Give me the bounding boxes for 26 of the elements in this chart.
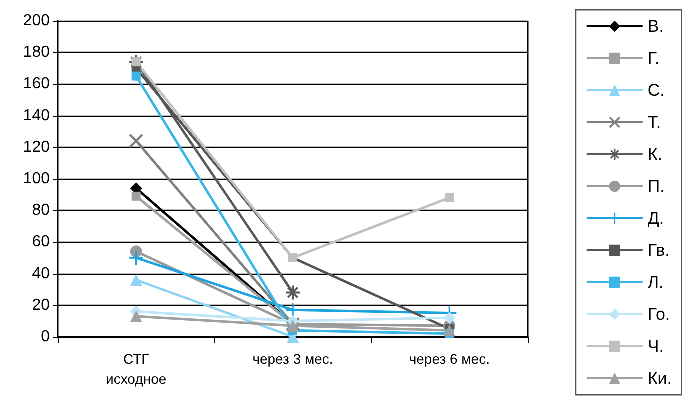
x-tick-label: через 3 мес. bbox=[252, 351, 334, 367]
y-tick-label: 60 bbox=[32, 234, 50, 251]
x-tick-label: СТГ исходное bbox=[106, 351, 167, 387]
legend-label: Т. bbox=[648, 113, 662, 132]
y-tick-label: 120 bbox=[23, 138, 50, 156]
y-tick-label: 40 bbox=[32, 265, 50, 282]
legend-label: К. bbox=[648, 145, 663, 164]
y-tick-label: 80 bbox=[32, 202, 50, 220]
legend-label: П. bbox=[648, 177, 665, 196]
y-tick-label: 160 bbox=[23, 76, 50, 93]
legend-label: Го. bbox=[648, 305, 670, 324]
legend-label: С. bbox=[648, 81, 665, 100]
y-tick-label: 0 bbox=[41, 328, 50, 346]
legend-label: Ки. bbox=[648, 369, 672, 388]
legend-label: Д. bbox=[648, 209, 664, 228]
y-tick-label: 140 bbox=[23, 107, 50, 124]
y-tick-label: 180 bbox=[23, 44, 50, 62]
x-tick-label: через 6 мес. bbox=[409, 351, 490, 367]
y-tick-label: 20 bbox=[32, 296, 50, 314]
y-tick-label: 100 bbox=[23, 170, 50, 188]
legend-label: В. bbox=[648, 17, 664, 36]
legend-label: Г. bbox=[648, 49, 660, 68]
y-tick-label: 200 bbox=[23, 12, 50, 30]
legend-label: Л. bbox=[648, 273, 664, 292]
legend-label: Ч. bbox=[648, 337, 664, 356]
legend-label: Гв. bbox=[648, 241, 670, 260]
